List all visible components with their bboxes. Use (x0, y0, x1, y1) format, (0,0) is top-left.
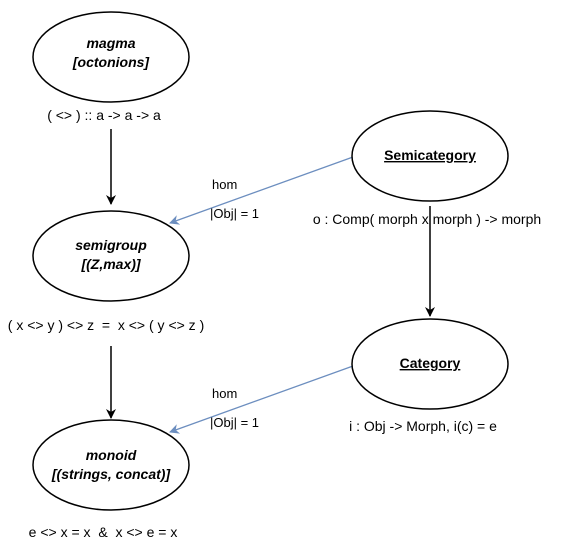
edge-label-hom-2: hom (212, 386, 237, 401)
node-magma[interactable]: magma [octonions] (32, 11, 190, 103)
node-semicategory-law: o : Comp( morph x morph ) -> morph (313, 211, 541, 227)
node-magma-example: [octonions] (72, 54, 151, 70)
edge-semicategory-semigroup-hom (169, 156, 354, 225)
node-monoid-law: e <> x = x & x <> e = x (29, 524, 178, 540)
edge-condition-hom-2: |Obj| = 1 (210, 415, 259, 430)
node-category-title: Category (400, 355, 461, 371)
node-monoid-title: monoid (86, 447, 137, 463)
edge-category-monoid-hom (169, 365, 354, 434)
node-semicategory[interactable]: Semicategory (351, 110, 509, 202)
node-category[interactable]: Category (351, 318, 509, 410)
node-semigroup-law: ( x <> y ) <> z = x <> ( y <> z ) (8, 317, 204, 333)
node-semigroup-title: semigroup (75, 237, 147, 253)
node-magma-law: ( <> ) :: a -> a -> a (47, 107, 161, 123)
node-monoid[interactable]: monoid [(strings, concat)] (32, 419, 190, 511)
node-semigroup[interactable]: semigroup [(Z,max)] (32, 210, 190, 302)
node-monoid-example: [(strings, concat)] (51, 466, 172, 482)
edge-label-hom-1: hom (212, 177, 237, 192)
edge-condition-hom-1: |Obj| = 1 (210, 206, 259, 221)
node-category-law: i : Obj -> Morph, i(c) = e (349, 418, 497, 434)
node-magma-title: magma (86, 35, 135, 51)
node-semigroup-example: [(Z,max)] (80, 256, 141, 272)
node-semicategory-title: Semicategory (384, 147, 476, 163)
